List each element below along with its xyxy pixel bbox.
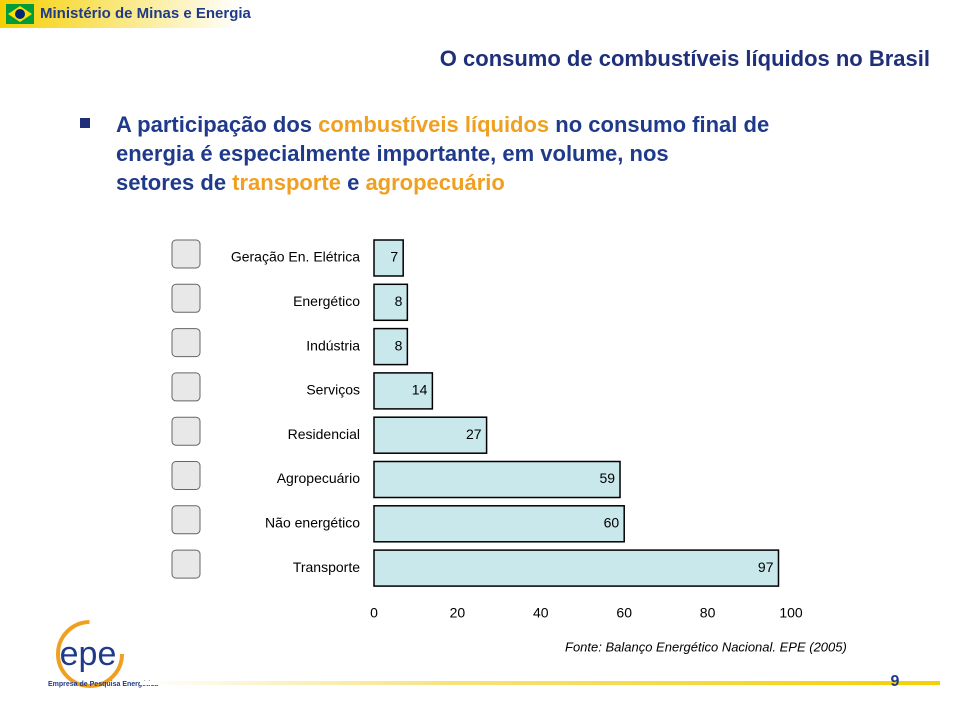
category-label: Geração En. Elétrica (231, 249, 360, 265)
bullet-segment: e (340, 170, 366, 195)
value-label: 7 (390, 249, 398, 265)
category-label: Energético (293, 293, 360, 309)
category-icon (171, 239, 201, 269)
bar (373, 505, 625, 543)
value-label: 8 (395, 337, 403, 353)
category-icon (171, 549, 201, 579)
bullet-segment: setores de (116, 170, 233, 195)
category-icon (171, 461, 201, 490)
logo-ring (56, 620, 124, 688)
bullet-line: setores de transporte e agropecuário (116, 168, 769, 197)
category-label: Serviços (306, 382, 360, 398)
category-label: Transporte (293, 559, 360, 575)
page-number: 9 (891, 673, 900, 690)
value-label: 8 (395, 293, 403, 309)
bullet-segment: agropecuário (365, 170, 505, 195)
bullet-line: energia é especialmente importante, em v… (116, 139, 769, 168)
category-icon (171, 372, 201, 402)
value-label: 27 (466, 426, 482, 442)
x-tick-label: 40 (533, 605, 549, 621)
bullet-segment: combustíveis líquidos (318, 112, 550, 137)
category-icon (171, 416, 201, 446)
bar (373, 283, 409, 322)
bar (373, 239, 404, 277)
x-tick-label: 100 (779, 605, 803, 621)
category-label: Não energético (265, 515, 360, 531)
bullet-text: A participação dos combustíveis líquidos… (116, 110, 769, 197)
category-label: Agropecuário (277, 470, 360, 486)
slide-title: O consumo de combustíveis líquidos no Br… (440, 46, 930, 71)
category-label: Residencial (288, 426, 360, 442)
company: Empresa de Pesquisa Energética (48, 681, 158, 688)
x-tick-label: 20 (450, 605, 466, 621)
category-icon (171, 283, 201, 313)
ministry: Ministério de Minas e Energia (40, 5, 252, 22)
bullet-segment: no consumo final de (549, 112, 770, 137)
bar (373, 460, 621, 499)
chart: 0 20 40 60 80 100 Geração En. Elétrica 7 Energét… (171, 239, 803, 621)
footer-line (140, 681, 940, 685)
logo: epe (60, 635, 117, 673)
x-tick-label: 60 (616, 605, 632, 621)
bar (373, 416, 488, 454)
bullet-marker (80, 118, 90, 128)
value-label: 14 (412, 382, 428, 398)
category-icon (171, 328, 201, 358)
bar (373, 372, 434, 410)
category-icon (171, 505, 201, 535)
source: Fonte: Balanço Energético Nacional. EPE … (565, 639, 847, 654)
bullet-segment: transporte (232, 170, 341, 195)
flag-circle (15, 9, 25, 19)
x-tick-label: 80 (700, 605, 716, 621)
value-label: 97 (758, 559, 774, 575)
value-label: 60 (604, 515, 620, 531)
x-tick-label: 0 (370, 605, 378, 621)
bullet-segment: energia é especialmente importante, em v… (116, 141, 669, 166)
bar (373, 327, 409, 366)
bullet-segment: A participação dos (116, 112, 319, 137)
category-label: Indústria (306, 337, 360, 353)
bullet-line: A participação dos combustíveis líquidos… (116, 110, 769, 139)
bar (373, 549, 780, 587)
value-label: 59 (599, 470, 615, 486)
header-band (0, 0, 960, 28)
